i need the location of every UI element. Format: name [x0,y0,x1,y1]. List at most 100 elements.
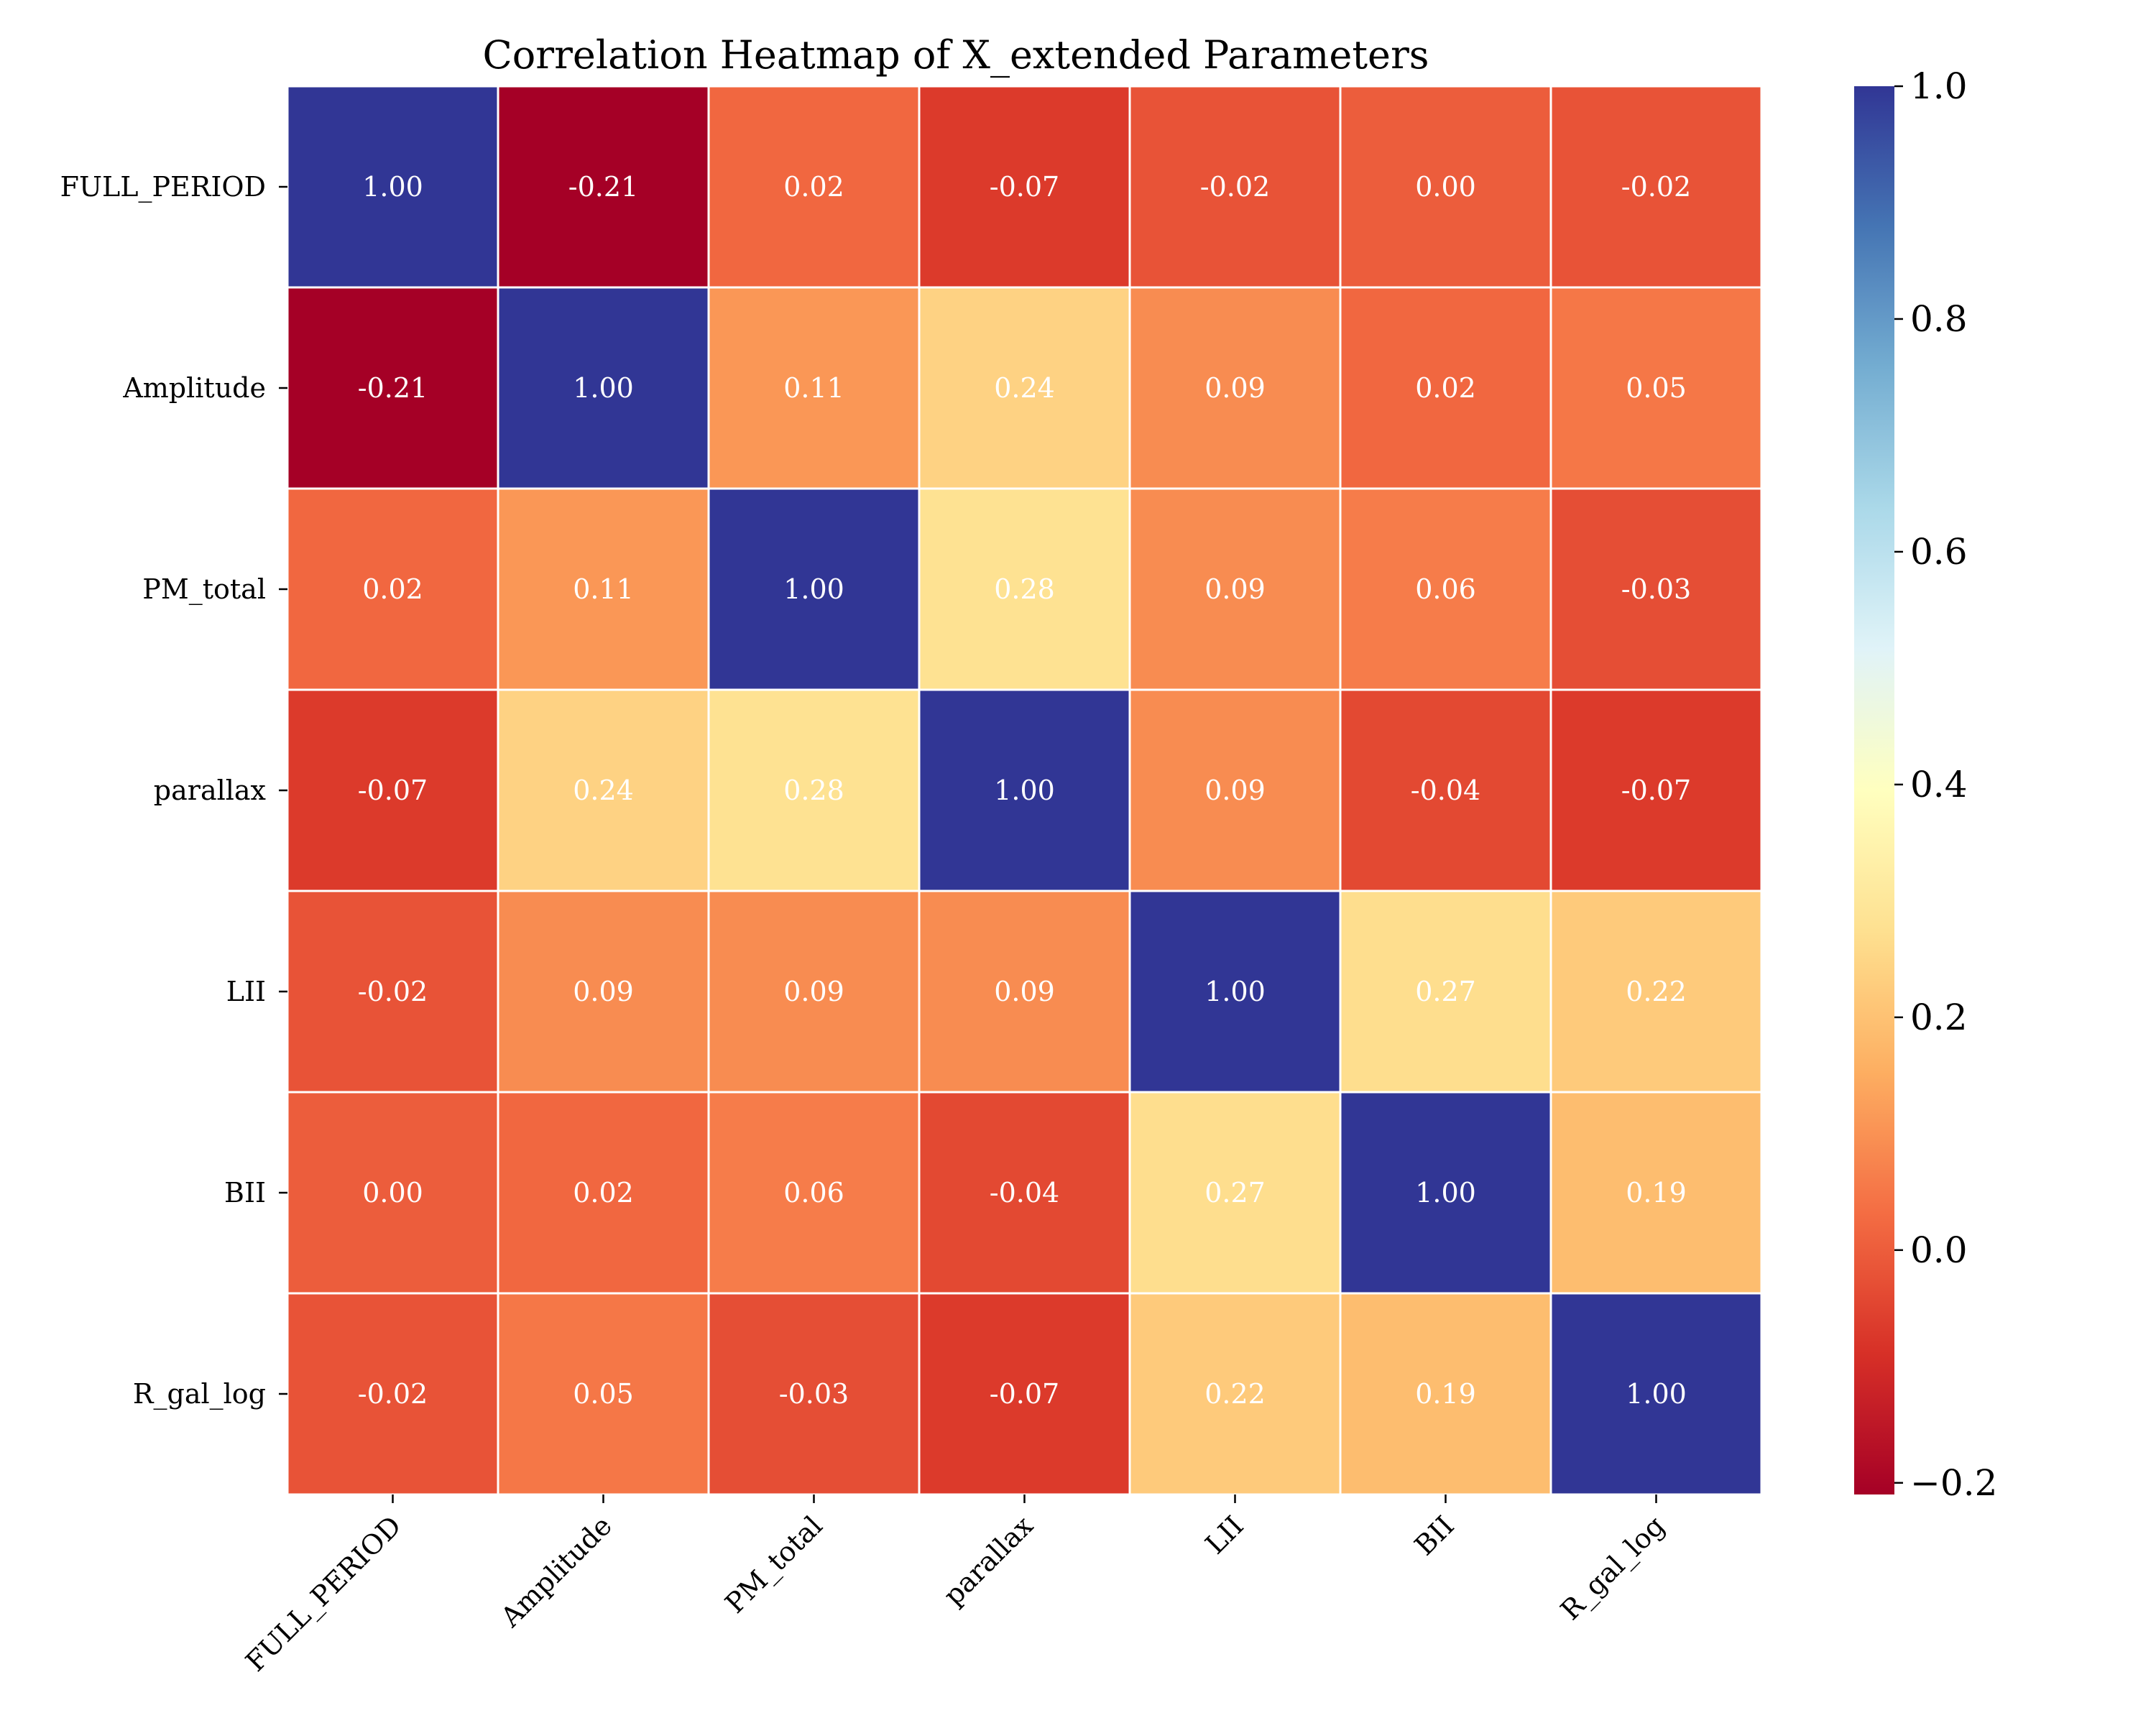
heatmap-cell [1128,286,1342,490]
colorbar-tick-label: 0.4 [1910,764,1968,805]
cell-value-label: 0.24 [573,775,634,806]
cell-value-label: -0.07 [358,775,428,806]
x-tick-label: R_gal_log [1554,1510,1672,1627]
heatmap-cell [707,487,921,691]
cell-value-label: 0.28 [994,573,1055,605]
heatmap-cell [286,688,499,892]
heatmap-cell [286,85,499,289]
cell-value-label: 0.06 [1415,573,1476,605]
cell-value-label: 0.02 [362,573,423,605]
heatmap-cell [286,1091,499,1295]
cell-value-label: 0.19 [1415,1378,1476,1410]
cell-value-label: -0.21 [568,171,638,203]
cell-value-label: 0.02 [783,171,844,203]
cell-value-label: 0.09 [1204,372,1266,404]
heatmap-cell [497,487,710,691]
colorbar-tick-label: −0.2 [1910,1462,1997,1504]
heatmap-cell [286,890,499,1094]
colorbar-tick-label: 0.6 [1910,531,1968,573]
heatmap-cell [497,1091,710,1295]
cell-value-label: -0.07 [990,171,1059,203]
cell-value-label: 0.27 [1204,1177,1266,1209]
cell-value-label: 0.22 [1626,976,1687,1007]
heatmap-cell [1549,487,1763,691]
y-tick-label: parallax [154,775,266,806]
heatmap-cell [1339,286,1552,490]
colorbar: −0.2 0.0 0.2 0.4 0.6 0.8 1.0 [1854,65,1997,1504]
colorbar-tick-label: 0.8 [1910,298,1968,340]
y-tick-label: LII [226,976,266,1007]
y-tick-label: FULL_PERIOD [60,171,266,203]
cell-value-label: 0.11 [783,372,844,404]
colorbar-tick-label: 0.0 [1910,1229,1968,1271]
heatmap-cell [1549,1292,1763,1496]
cell-value-label: 1.00 [994,775,1055,806]
heatmap-cell [918,688,1131,892]
heatmap-cell [1128,1091,1342,1295]
x-tick-label: FULL_PERIOD [239,1510,407,1678]
heatmap-cell [707,286,921,490]
heatmap-cell [1339,1292,1552,1496]
heatmap-cell [1128,487,1342,691]
heatmap-cell [1549,688,1763,892]
cell-value-label: 1.00 [362,171,423,203]
cell-value-label: 1.00 [1626,1378,1687,1410]
colorbar-gradient [1854,86,1894,1494]
y-tick-label: BII [224,1177,266,1209]
heatmap-cell [918,1292,1131,1496]
cell-value-label: -0.07 [1621,775,1691,806]
cell-value-label: 0.09 [783,976,844,1007]
heatmap-cell [1549,286,1763,490]
cell-value-label: -0.04 [1411,775,1480,806]
chart-title: Correlation Heatmap of X_extended Parame… [482,32,1429,78]
cell-value-label: -0.04 [990,1177,1059,1209]
x-tick-label: parallax [937,1510,1039,1612]
heatmap-cell [707,85,921,289]
cell-value-label: 0.09 [994,976,1055,1007]
heatmap-cell [497,85,710,289]
heatmap-cell [707,1091,921,1295]
cell-value-label: 0.09 [573,976,634,1007]
heatmap-cell [1339,688,1552,892]
cell-value-label: -0.03 [1621,573,1691,605]
cell-value-label: 1.00 [783,573,844,605]
cell-value-label: -0.02 [1621,171,1691,203]
colorbar-tick-label: 1.0 [1910,65,1968,107]
cell-value-label: 0.11 [573,573,634,605]
cell-value-label: 0.00 [362,1177,423,1209]
cell-value-label: 1.00 [1415,1177,1476,1209]
heatmap-cell [1128,85,1342,289]
cell-value-label: -0.21 [358,372,428,404]
y-tick-label: R_gal_log [133,1378,266,1410]
cell-value-label: 0.28 [783,775,844,806]
cell-value-label: -0.02 [358,976,428,1007]
cell-value-label: 0.02 [1415,372,1476,404]
heatmap-cell [497,688,710,892]
cell-value-label: 0.24 [994,372,1055,404]
cell-value-label: -0.03 [779,1378,849,1410]
cell-value-label: 0.22 [1204,1378,1266,1410]
heatmap-cell [707,1292,921,1496]
cell-value-label: 0.06 [783,1177,844,1209]
cell-value-label: 0.19 [1626,1177,1687,1209]
y-tick-label: PM_total [142,573,266,606]
cell-value-label: 0.09 [1204,775,1266,806]
x-tick-label: PM_total [719,1510,829,1620]
colorbar-tick-label: 0.2 [1910,997,1968,1038]
y-axis: FULL_PERIOD Amplitude PM_total parallax LII B… [60,171,287,1410]
heatmap-cell [1549,1091,1763,1295]
heatmap-cell [707,890,921,1094]
cell-value-label: 0.05 [1626,372,1687,404]
cell-value-label: -0.02 [358,1378,428,1410]
heatmap-cell [918,85,1131,289]
heatmap-cell-labels: 1.00 -0.21 0.02 -0.07 -0.02 0.00 -0.02 -0.21 1.0… [358,171,1691,1410]
cell-value-label: -0.02 [1200,171,1270,203]
heatmap-cell [1128,1292,1342,1496]
heatmap-cell [918,487,1131,691]
cell-value-label: 0.02 [573,1177,634,1209]
cell-value-label: 0.00 [1415,171,1476,203]
heatmap-cell [918,1091,1131,1295]
x-tick-label: Amplitude [494,1510,618,1633]
